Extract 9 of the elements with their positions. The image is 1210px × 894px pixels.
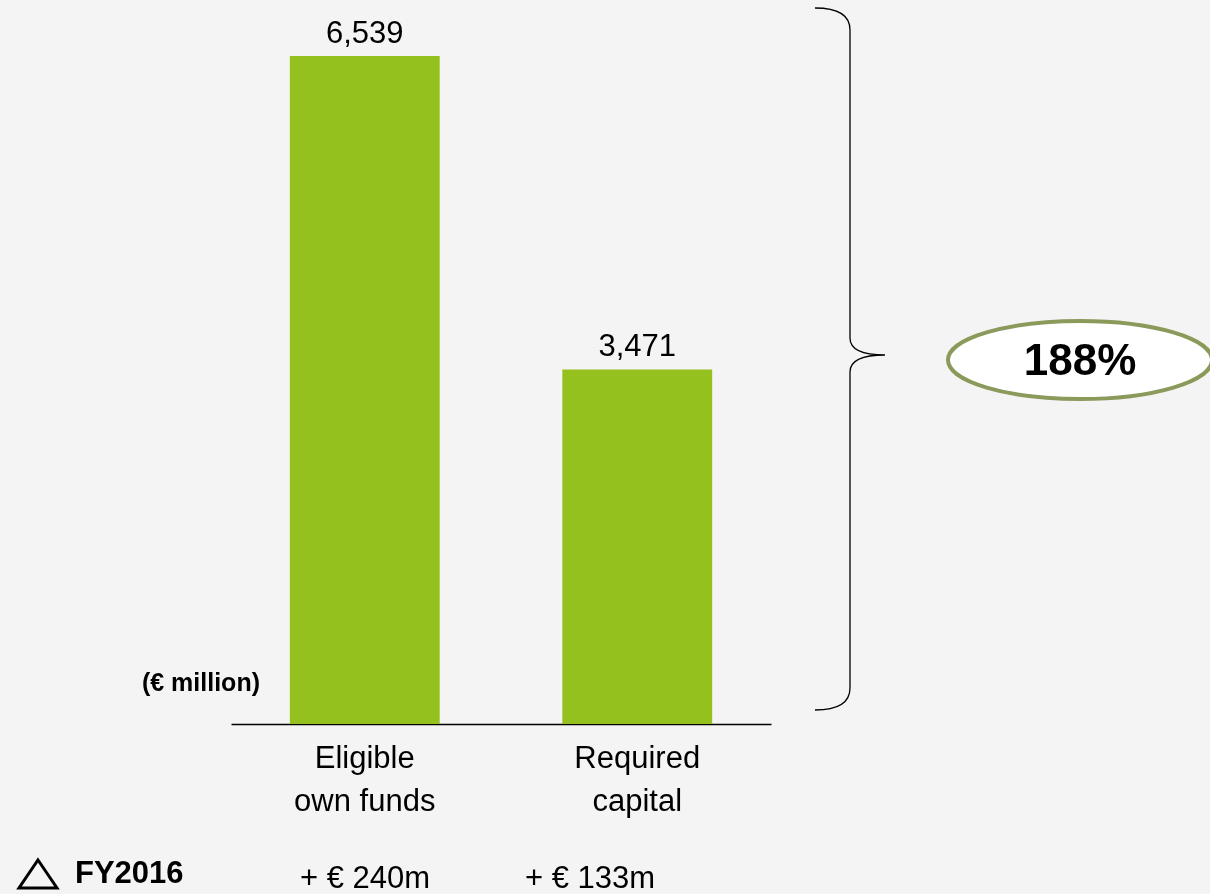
text: + € 240m: [299, 860, 431, 894]
text: 188%: [1023, 335, 1137, 385]
data-label: 6,539: [325, 15, 404, 51]
text: FY2016: [75, 855, 184, 891]
x-tick-label: Required capital: [574, 739, 701, 818]
data-label: 3,471: [598, 328, 677, 364]
annotation: (€ million): [141, 668, 260, 697]
text: + € 133m: [524, 860, 656, 894]
x-tick-label: Eligible own funds: [294, 739, 436, 818]
